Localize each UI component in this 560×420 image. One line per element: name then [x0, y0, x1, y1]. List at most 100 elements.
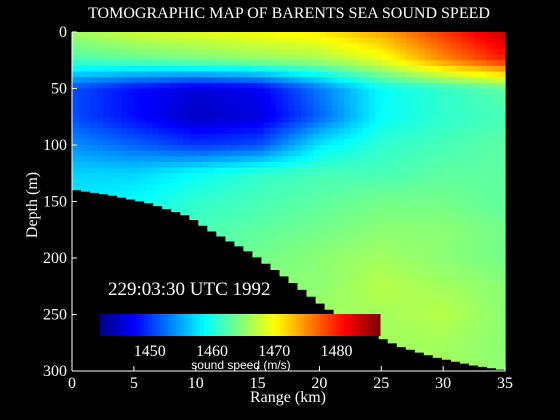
heatmap-cell: [276, 88, 283, 95]
heatmap-cell: [344, 235, 351, 242]
heatmap-cell: [239, 54, 246, 61]
heatmap-cell: [300, 212, 308, 220]
heatmap-cell: [443, 235, 450, 242]
heatmap-cell: [424, 348, 432, 355]
heatmap-cell: [337, 88, 345, 95]
heatmap-cell: [146, 133, 154, 140]
heatmap-cell: [220, 173, 228, 180]
heatmap-cell: [319, 235, 327, 242]
heatmap-cell: [368, 54, 376, 61]
heatmap-cell: [195, 145, 203, 152]
heatmap-cell: [399, 43, 407, 50]
heatmap-cell: [393, 161, 401, 169]
heatmap-cell: [300, 54, 308, 61]
heatmap-cell: [164, 150, 172, 157]
heatmap-cell: [232, 99, 240, 107]
heatmap-cell: [368, 88, 376, 95]
heatmap-cell: [282, 156, 290, 163]
heatmap-cell: [424, 161, 432, 169]
heatmap-cell: [331, 122, 339, 129]
heatmap-cell: [368, 252, 376, 259]
heatmap-cell: [78, 128, 85, 135]
heatmap-cell: [158, 105, 166, 112]
heatmap-cell: [140, 94, 147, 101]
heatmap-cell: [480, 48, 488, 56]
heatmap-cell: [455, 111, 463, 118]
heatmap-cell: [461, 77, 469, 84]
heatmap-cell: [381, 291, 389, 299]
heatmap-cell: [344, 99, 351, 107]
heatmap-cell: [387, 37, 395, 44]
heatmap-cell: [412, 303, 419, 310]
heatmap-cell: [220, 116, 228, 123]
heatmap-cell: [381, 54, 389, 61]
heatmap-cell: [362, 303, 370, 310]
heatmap-cell: [170, 60, 178, 67]
heatmap-cell: [474, 241, 481, 248]
heatmap-cell: [152, 161, 160, 169]
heatmap-cell: [313, 99, 321, 107]
heatmap-cell: [356, 173, 364, 180]
heatmap-cell: [486, 48, 494, 56]
heatmap-cell: [294, 195, 302, 203]
heatmap-cell: [362, 111, 370, 118]
heatmap-cell: [492, 235, 500, 242]
heatmap-cell: [449, 201, 457, 208]
heatmap-cell: [449, 207, 457, 214]
heatmap-cell: [406, 133, 413, 140]
heatmap-cell: [486, 201, 494, 208]
heatmap-cell: [133, 77, 141, 84]
heatmap-cell: [189, 116, 197, 123]
heatmap-cell: [319, 173, 327, 180]
heatmap-cell: [480, 297, 488, 304]
heatmap-cell: [375, 258, 382, 265]
heatmap-cell: [474, 280, 481, 287]
heatmap-cell: [443, 201, 450, 208]
heatmap-cell: [375, 190, 382, 197]
heatmap-cell: [387, 60, 395, 67]
heatmap-cell: [344, 128, 351, 135]
heatmap-cell: [356, 218, 364, 225]
heatmap-cell: [498, 314, 506, 321]
heatmap-cell: [177, 48, 184, 56]
heatmap-cell: [226, 235, 234, 242]
heatmap-cell: [226, 178, 234, 186]
heatmap-cell: [201, 116, 209, 123]
heatmap-cell: [486, 308, 494, 316]
heatmap-cell: [313, 105, 321, 112]
heatmap-cell: [307, 133, 314, 140]
heatmap-cell: [424, 229, 432, 236]
heatmap-cell: [486, 303, 494, 310]
heatmap-cell: [430, 54, 438, 61]
heatmap-cell: [152, 111, 160, 118]
heatmap-cell: [300, 218, 308, 225]
heatmap-cell: [195, 105, 203, 112]
heatmap-cell: [399, 274, 407, 282]
heatmap-cell: [443, 122, 450, 129]
heatmap-cell: [90, 161, 98, 169]
heatmap-cell: [480, 303, 488, 310]
heatmap-cell: [313, 258, 321, 265]
heatmap-cell: [282, 48, 290, 56]
heatmap-cell: [257, 167, 265, 174]
heatmap-cell: [325, 156, 333, 163]
heatmap-cell: [350, 201, 358, 208]
colorbar-tick-label: 1480: [320, 343, 352, 360]
heatmap-cell: [486, 229, 494, 236]
heatmap-cell: [467, 173, 475, 180]
heatmap-cell: [486, 314, 494, 321]
heatmap-cell: [158, 32, 166, 39]
heatmap-cell: [239, 184, 246, 191]
heatmap-cell: [344, 111, 351, 118]
x-tick-label: 0: [68, 375, 76, 392]
heatmap-cell: [294, 218, 302, 225]
heatmap-cell: [449, 354, 457, 361]
heatmap-cell: [115, 190, 123, 197]
heatmap-cell: [331, 88, 339, 95]
heatmap-cell: [467, 235, 475, 242]
heatmap-cell: [146, 167, 154, 174]
heatmap-cell: [121, 37, 129, 44]
heatmap-cell: [109, 184, 116, 191]
heatmap-cell: [90, 116, 98, 123]
heatmap-cell: [424, 286, 432, 293]
